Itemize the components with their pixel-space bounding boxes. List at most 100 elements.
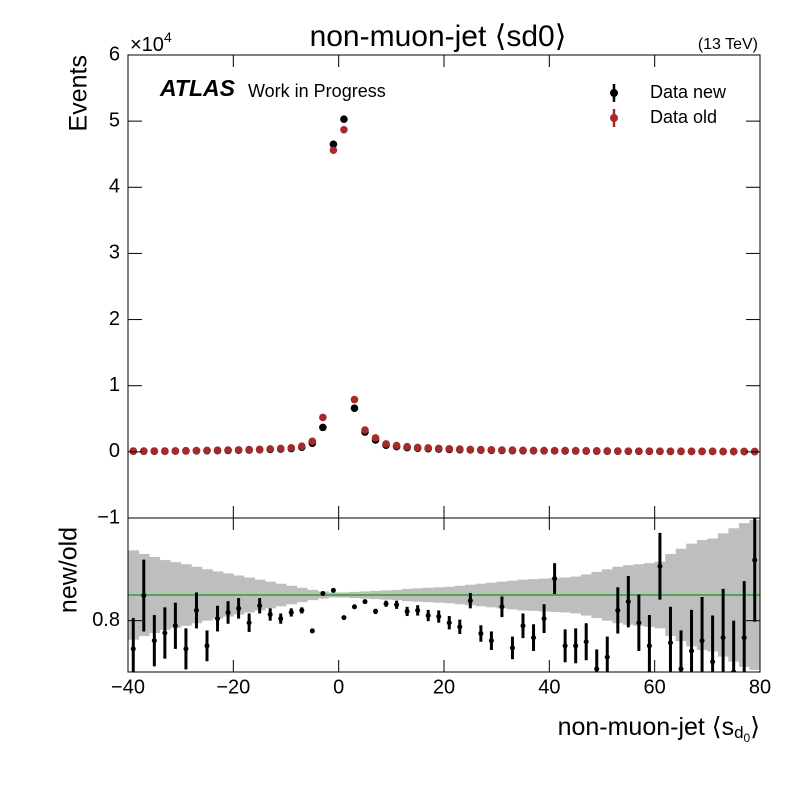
ratio-point <box>509 645 515 651</box>
data-point <box>603 447 612 455</box>
x-tick-label: 80 <box>749 676 771 698</box>
data-point <box>266 445 275 453</box>
data-point <box>361 426 369 434</box>
ratio-point <box>667 640 673 646</box>
ratio-point <box>478 631 484 636</box>
data-point <box>635 447 643 455</box>
data-point <box>350 395 359 404</box>
data-point <box>340 115 348 123</box>
x-tick-label: 20 <box>433 676 455 698</box>
status-label: Work in Progress <box>248 81 386 101</box>
ratio-point <box>204 643 210 649</box>
data-point <box>540 446 548 455</box>
ratio-point <box>573 643 579 649</box>
y-tick-label: 0 <box>109 440 120 462</box>
y-tick-label: 2 <box>109 308 120 330</box>
ratio-point <box>625 599 631 605</box>
ratio-point <box>130 646 136 652</box>
ratio-point <box>330 587 336 593</box>
data-point <box>677 447 685 455</box>
ratio-point <box>583 639 589 645</box>
ratio-point <box>562 643 568 649</box>
x-title-end: ⟩ <box>750 713 760 741</box>
ratio-point <box>689 648 695 654</box>
ratio-point <box>225 609 231 615</box>
multiplier-base: ×10 <box>130 34 164 56</box>
ratio-point <box>362 599 368 605</box>
ratio-point <box>436 614 442 620</box>
ratio-point <box>373 608 379 614</box>
data-point <box>666 447 675 456</box>
ratio-point <box>646 643 652 649</box>
y-tick-label: 4 <box>109 176 120 198</box>
multiplier-exponent: 4 <box>164 29 172 45</box>
data-point <box>424 444 433 452</box>
data-point <box>329 146 338 155</box>
ratio-point <box>320 590 326 596</box>
ratio-point <box>467 598 473 604</box>
ratio-point <box>604 654 610 660</box>
data-point <box>582 446 590 455</box>
data-point <box>729 447 738 456</box>
ratio-point <box>741 635 747 641</box>
data-point <box>466 445 475 454</box>
ratio-point <box>594 666 600 672</box>
data-point <box>213 446 222 455</box>
data-point <box>592 446 601 455</box>
data-point <box>340 125 348 134</box>
data-point <box>392 441 401 450</box>
data-point <box>708 447 717 456</box>
data-point <box>129 447 138 455</box>
data-point <box>276 444 285 453</box>
x-tick-label: 40 <box>538 676 560 698</box>
data-point <box>234 446 243 454</box>
data-point <box>255 445 264 454</box>
y-axis-title: Events <box>65 55 93 131</box>
data-point <box>498 446 506 454</box>
ratio-point <box>383 601 389 607</box>
data-point <box>434 444 443 453</box>
ratio-point <box>151 638 157 644</box>
legend-marker <box>610 114 618 122</box>
data-point <box>150 447 159 455</box>
data-point <box>224 446 232 454</box>
data-point <box>456 445 464 453</box>
legend-label: Data old <box>650 107 717 127</box>
ratio-point <box>636 620 642 626</box>
data-point <box>319 423 327 432</box>
data-point <box>719 447 727 456</box>
ratio-point <box>531 635 537 641</box>
ratio-point <box>309 628 315 634</box>
ratio-point <box>193 607 199 613</box>
ratio-point <box>415 607 421 613</box>
data-point <box>203 446 211 455</box>
data-point <box>487 446 496 454</box>
data-point <box>329 140 338 149</box>
data-point <box>298 442 306 451</box>
ratio-point <box>720 635 726 641</box>
data-point <box>245 445 253 454</box>
ratio-point <box>499 604 505 610</box>
data-point <box>508 446 517 454</box>
ratio-point <box>172 623 178 629</box>
data-point <box>624 447 633 455</box>
data-point <box>561 446 569 455</box>
ratio-point <box>257 603 263 609</box>
data-point <box>319 413 327 422</box>
data-point <box>445 445 454 453</box>
ratio-point <box>162 630 168 636</box>
ratio-frame <box>127 517 761 673</box>
data-point <box>687 447 696 456</box>
main-plot-area <box>129 115 759 456</box>
ratio-point <box>520 623 526 629</box>
ratio-plot-area <box>128 518 760 672</box>
data-point <box>698 447 706 456</box>
y-tick-label: 1 <box>109 374 120 396</box>
ratio-point <box>731 669 737 672</box>
data-point <box>645 447 654 455</box>
ratio-point <box>299 607 305 613</box>
x-axis-title: non-muon-jet ⟨sd0⟩ <box>558 713 760 746</box>
ratio-point <box>278 616 284 622</box>
ratio-point <box>552 576 558 582</box>
energy-label: (13 TeV) <box>698 36 758 53</box>
